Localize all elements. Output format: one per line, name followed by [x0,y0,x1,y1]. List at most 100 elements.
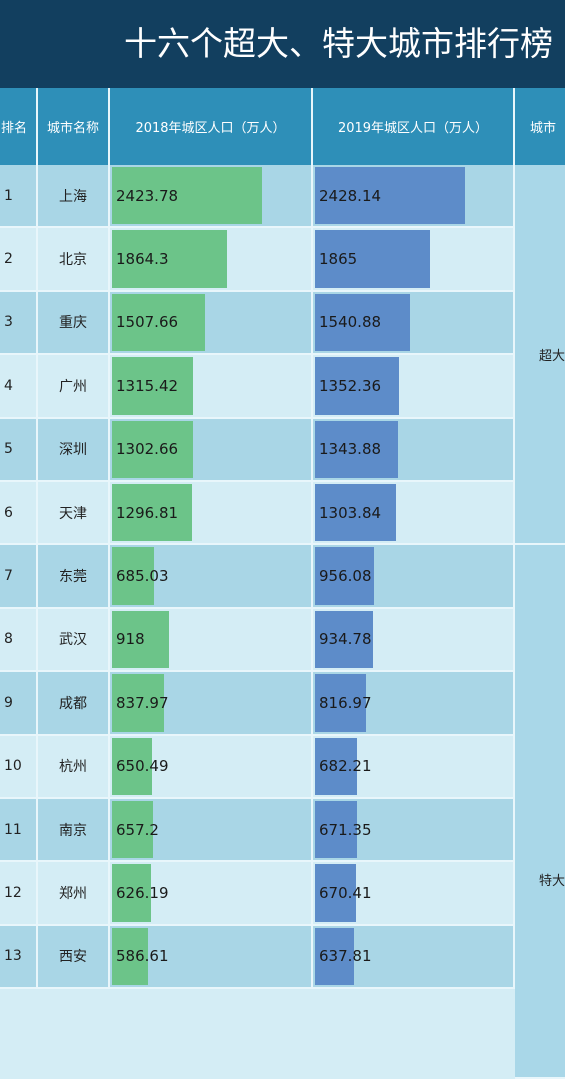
value-label: 682.21 [319,757,372,776]
data-bar [112,357,194,415]
value-label: 1864.3 [116,250,169,269]
value-cell: 650.49 [110,735,313,799]
value-label: 586.61 [116,947,169,966]
city-cell: 成都 [38,672,110,736]
value-cell: 1864.3 [110,228,313,292]
rank-cell: 5 [0,418,38,482]
city-cell: 北京 [38,228,110,292]
value-label: 1352.36 [319,376,382,395]
value-cell: 1540.88 [313,291,515,356]
value-label: 671.35 [319,820,372,839]
data-bar [112,230,228,288]
data-bar [112,167,263,225]
value-cell: 1303.84 [313,482,515,546]
value-label: 1540.88 [319,313,382,332]
value-label: 1343.88 [319,440,382,459]
value-cell: 685.03 [110,545,313,609]
value-label: 956.08 [319,567,372,586]
value-cell: 918 [110,608,313,673]
value-cell: 2428.14 [313,165,515,229]
data-bar [315,420,399,478]
data-bar [112,610,169,669]
value-label: 2423.78 [116,186,179,205]
data-bar [112,547,155,605]
data-bar [315,293,411,352]
value-cell: 1352.36 [313,355,515,419]
data-bar [315,927,355,986]
data-bar [315,610,373,669]
rank-cell: 9 [0,672,38,736]
value-cell: 1507.66 [110,291,313,356]
value-cell: 586.61 [110,925,313,990]
data-bar [112,293,206,352]
city-cell: 广州 [38,355,110,419]
data-bar [112,927,149,986]
city-cell: 上海 [38,165,110,229]
data-bar [315,167,466,225]
title-bar [0,0,565,88]
value-cell: 1315.42 [110,355,313,419]
header-cell: 2018年城区人口（万人） [110,88,313,165]
data-bar [112,737,153,795]
value-label: 637.81 [319,947,372,966]
group-cell: 超大 [515,165,565,546]
city-cell: 深圳 [38,418,110,482]
value-cell: 2423.78 [110,165,313,229]
value-label: 934.78 [319,630,372,649]
data-bar [315,484,396,542]
data-bar [315,864,357,922]
rank-cell: 10 [0,735,38,799]
value-cell: 671.35 [313,799,515,863]
rank-cell: 6 [0,482,38,546]
city-cell: 武汉 [38,608,110,673]
data-bar [315,547,375,605]
rank-cell: 2 [0,228,38,292]
data-bar [112,864,151,922]
value-label: 1315.42 [116,376,179,395]
city-cell: 重庆 [38,291,110,356]
value-cell: 682.21 [313,735,515,799]
rank-cell: 11 [0,799,38,863]
value-label: 2428.14 [319,186,382,205]
data-bar [315,737,358,795]
value-label: 650.49 [116,757,169,776]
header-cell: 城市名称 [38,88,110,165]
city-cell: 天津 [38,482,110,546]
data-bar [112,484,193,542]
rank-cell: 8 [0,608,38,673]
city-cell: 西安 [38,925,110,990]
title: 十六个超大、特大城市排行榜 [124,24,553,63]
rank-cell: 13 [0,925,38,990]
value-label: 816.97 [319,693,372,712]
rank-cell: 4 [0,355,38,419]
rank-cell: 7 [0,545,38,609]
group-cell: 特大 [515,545,565,1079]
value-cell: 837.97 [110,672,313,736]
header-cell: 城市 [515,88,565,165]
value-label: 837.97 [116,693,169,712]
value-cell: 1296.81 [110,482,313,546]
data-bar [315,230,431,288]
value-cell: 657.2 [110,799,313,863]
value-label: 1296.81 [116,503,179,522]
rank-cell: 12 [0,862,38,926]
value-cell: 1302.66 [110,418,313,482]
value-cell: 670.41 [313,862,515,926]
city-cell: 郑州 [38,862,110,926]
data-bar [112,420,193,478]
data-bar [315,357,399,415]
value-label: 670.41 [319,884,372,903]
value-cell: 1343.88 [313,418,515,482]
rank-cell: 3 [0,291,38,356]
value-label: 657.2 [116,820,159,839]
value-label: 1865 [319,250,358,269]
value-label: 918 [116,630,145,649]
value-cell: 637.81 [313,925,515,990]
value-cell: 956.08 [313,545,515,609]
header-cell: 2019年城区人口（万人） [313,88,515,165]
value-cell: 934.78 [313,608,515,673]
value-label: 685.03 [116,567,169,586]
city-cell: 东莞 [38,545,110,609]
value-label: 1302.66 [116,440,179,459]
